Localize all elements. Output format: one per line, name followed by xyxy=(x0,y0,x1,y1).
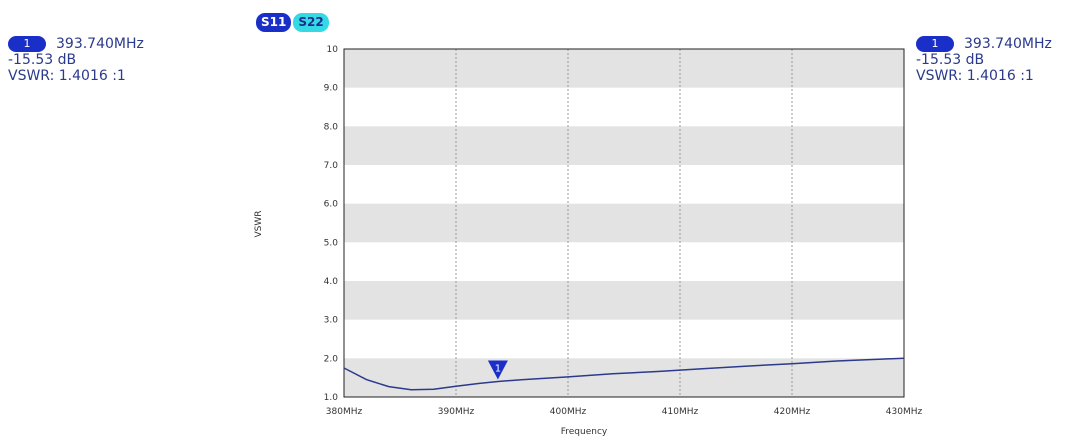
y-tick-label: 5.0 xyxy=(324,238,339,248)
x-tick-labels: 380MHz 390MHz 400MHz 410MHz 420MHz 430MHz xyxy=(326,407,923,417)
y-tick-label: 2.0 xyxy=(324,354,339,364)
x-tick-label: 410MHz xyxy=(662,407,699,417)
marker-db-value: -15.53 dB xyxy=(8,52,77,68)
grid-band xyxy=(344,49,904,88)
trace-legend: S11 S22 xyxy=(256,13,329,32)
marker-layer: 1 xyxy=(487,360,508,380)
marker-badge[interactable]: 1 xyxy=(916,36,954,52)
marker-vswr-value: VSWR: 1.4016 :1 xyxy=(8,68,126,84)
grid-band xyxy=(344,203,904,243)
marker-vswr-value: VSWR: 1.4016 :1 xyxy=(916,68,1034,84)
marker-readout-right: 1 393.740MHz -15.53 dB VSWR: 1.4016 :1 xyxy=(916,36,1052,84)
y-tick-label: 3.0 xyxy=(324,316,339,326)
legend-s22[interactable]: S22 xyxy=(293,13,329,32)
plot-frame xyxy=(343,48,905,398)
series-layer xyxy=(343,357,905,391)
series-line-s11 xyxy=(343,357,905,391)
legend-s11[interactable]: S11 xyxy=(256,13,292,32)
y-tick-label: 4.0 xyxy=(324,277,339,287)
y-axis-title: VSWR xyxy=(254,210,264,237)
marker-label: 1 xyxy=(495,363,501,374)
x-tick-label: 430MHz xyxy=(886,407,923,417)
marker-frequency: 393.740MHz xyxy=(964,36,1052,52)
marker-triangle xyxy=(487,360,508,380)
x-tick-label: 380MHz xyxy=(326,407,363,417)
x-tick-label: 400MHz xyxy=(550,407,587,417)
marker-readout-left: 1 393.740MHz -15.53 dB VSWR: 1.4016 :1 xyxy=(8,36,144,84)
y-tick-labels: 1.0 2.0 3.0 4.0 5.0 6.0 7.0 8.0 9.0 10 xyxy=(324,45,339,403)
marker-frequency: 393.740MHz xyxy=(56,36,144,52)
y-tick-label: 1.0 xyxy=(324,393,339,403)
marker-db-value: -15.53 dB xyxy=(916,52,985,68)
y-tick-label: 7.0 xyxy=(324,161,339,171)
x-tick-label: 390MHz xyxy=(438,407,475,417)
grid-band xyxy=(344,358,904,397)
x-axis-title: Frequency xyxy=(561,427,608,437)
y-tick-label: 8.0 xyxy=(324,122,339,132)
grid-band xyxy=(344,281,904,320)
y-tick-label: 6.0 xyxy=(324,200,339,210)
grid-band xyxy=(344,126,904,165)
marker-badge[interactable]: 1 xyxy=(8,36,46,52)
y-tick-label: 9.0 xyxy=(324,84,339,94)
x-tick-label: 420MHz xyxy=(774,407,811,417)
y-tick-label: 10 xyxy=(327,45,339,55)
chart-bands xyxy=(344,49,904,397)
